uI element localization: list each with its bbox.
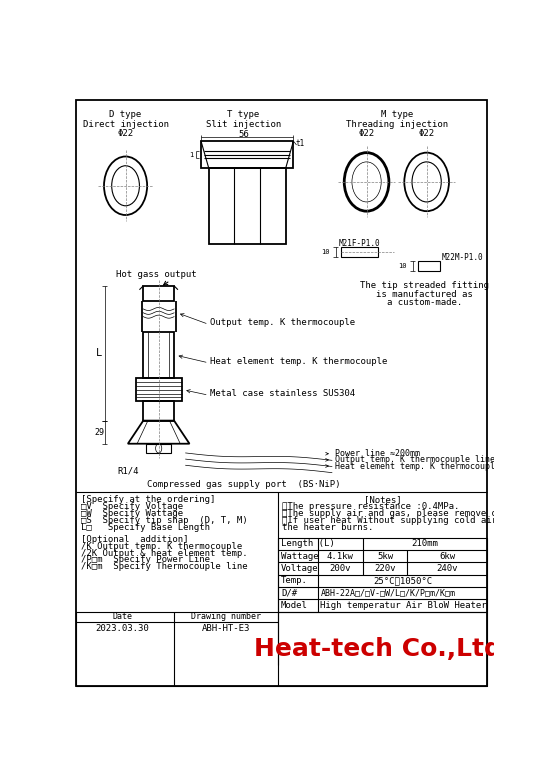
- Text: 210mm: 210mm: [411, 539, 438, 548]
- Text: 56: 56: [238, 130, 249, 138]
- Text: /P□m  Specify Power Line: /P□m Specify Power Line: [81, 555, 210, 565]
- Text: [Optional  addition]: [Optional addition]: [81, 534, 189, 544]
- Text: Heat-tech Co.,Ltd.: Heat-tech Co.,Ltd.: [254, 637, 512, 661]
- Text: /K□m  Specify Thermocouple line: /K□m Specify Thermocouple line: [81, 562, 248, 571]
- Text: ABH-22A□/□V-□W/L□/K/P□m/K□m: ABH-22A□/□V-□W/L□/K/P□m/K□m: [320, 589, 455, 598]
- Text: High temperatur Air BloW Heater: High temperatur Air BloW Heater: [320, 601, 487, 610]
- Text: Length (L): Length (L): [281, 539, 335, 548]
- Text: L□   Specify Base Length: L□ Specify Base Length: [81, 523, 210, 532]
- Text: Output temp. K thermocouple: Output temp. K thermocouple: [210, 318, 355, 328]
- Text: M21F-P1.0: M21F-P1.0: [339, 239, 381, 248]
- Text: Φ22: Φ22: [419, 129, 434, 138]
- Text: L: L: [96, 349, 102, 358]
- Text: 1: 1: [189, 152, 194, 158]
- Text: M type: M type: [381, 110, 414, 119]
- Text: R1/4: R1/4: [117, 466, 139, 475]
- Text: Voltage: Voltage: [281, 564, 319, 573]
- Bar: [201, 141, 294, 168]
- Text: Heat element temp. K thermocouple  line ≈200mm: Heat element temp. K thermocouple line ≈…: [335, 461, 550, 471]
- Text: [Specify at the ordering]: [Specify at the ordering]: [81, 496, 215, 504]
- Bar: [144, 286, 174, 301]
- Text: a custom-made.: a custom-made.: [387, 298, 462, 307]
- Text: Date: Date: [112, 612, 132, 622]
- Text: Wattage: Wattage: [281, 552, 319, 561]
- Text: Temp.: Temp.: [281, 576, 308, 585]
- Text: 220v: 220v: [375, 564, 396, 573]
- Text: Direct injection: Direct injection: [82, 120, 168, 128]
- Text: D type: D type: [109, 110, 142, 119]
- Text: Heat element temp. K thermocouple: Heat element temp. K thermocouple: [210, 357, 388, 366]
- Bar: [418, 261, 440, 272]
- Text: □W  Specify Wattage: □W Specify Wattage: [81, 510, 183, 518]
- Text: the heater burns.: the heater burns.: [282, 523, 373, 532]
- Bar: [341, 247, 378, 258]
- Text: Φ22: Φ22: [118, 129, 134, 138]
- Bar: [144, 401, 174, 421]
- Bar: [278, 538, 487, 612]
- Text: Compressed gas supply port  (BS·NiP): Compressed gas supply port (BS·NiP): [147, 480, 340, 489]
- Text: 2023.03.30: 2023.03.30: [95, 624, 149, 633]
- Bar: [146, 443, 171, 453]
- Text: Power line ≈200mm: Power line ≈200mm: [335, 449, 420, 458]
- Text: ②The supply air and gas, please remove drain.: ②The supply air and gas, please remove d…: [282, 510, 524, 518]
- Text: □V  Specify Voltage: □V Specify Voltage: [81, 503, 183, 511]
- Text: The tip streaded fitting: The tip streaded fitting: [360, 282, 489, 290]
- Text: Slit injection: Slit injection: [206, 120, 281, 128]
- Text: Model: Model: [281, 601, 308, 610]
- Text: 4.1kw: 4.1kw: [327, 552, 354, 561]
- Text: □S  Specify tip shap  (D, T, M): □S Specify tip shap (D, T, M): [81, 517, 248, 525]
- Bar: [209, 168, 286, 244]
- Text: 200v: 200v: [329, 564, 351, 573]
- Text: /2K Output & heat element temp.: /2K Output & heat element temp.: [81, 548, 248, 558]
- Text: Hot gass output: Hot gass output: [117, 270, 197, 279]
- Text: 5kw: 5kw: [377, 552, 393, 561]
- Text: t1: t1: [296, 139, 305, 148]
- Text: Metal case stainless SUS304: Metal case stainless SUS304: [210, 389, 355, 398]
- Text: [Notes]: [Notes]: [364, 496, 402, 504]
- Text: 29: 29: [95, 428, 104, 436]
- Bar: [136, 378, 182, 401]
- Text: 10: 10: [321, 250, 329, 255]
- Text: /K Output temp. K thermocouple: /K Output temp. K thermocouple: [81, 541, 242, 551]
- Text: ①The pressure resistance :0.4MPa.: ①The pressure resistance :0.4MPa.: [282, 503, 459, 511]
- Text: 10: 10: [398, 263, 406, 269]
- Text: ABH-HT-E3: ABH-HT-E3: [202, 624, 250, 633]
- Text: Drawing number: Drawing number: [191, 612, 261, 622]
- Text: ③If user heat Without supplying cold air and gas,: ③If user heat Without supplying cold air…: [282, 517, 545, 525]
- Text: 240v: 240v: [437, 564, 458, 573]
- Text: M22M-P1.0: M22M-P1.0: [441, 253, 483, 262]
- Text: Output temp. K thermocouple line ≈200mm: Output temp. K thermocouple line ≈200mm: [335, 455, 530, 464]
- Text: T type: T type: [227, 110, 260, 119]
- Text: 25°C～1050°C: 25°C～1050°C: [373, 576, 432, 585]
- Text: is manufactured as: is manufactured as: [376, 290, 472, 299]
- Text: Φ22: Φ22: [359, 129, 375, 138]
- Bar: [76, 612, 487, 686]
- Text: D/#: D/#: [281, 589, 297, 598]
- Text: Threading injection: Threading injection: [346, 120, 448, 128]
- Bar: [144, 332, 174, 378]
- Text: 6kw: 6kw: [439, 552, 455, 561]
